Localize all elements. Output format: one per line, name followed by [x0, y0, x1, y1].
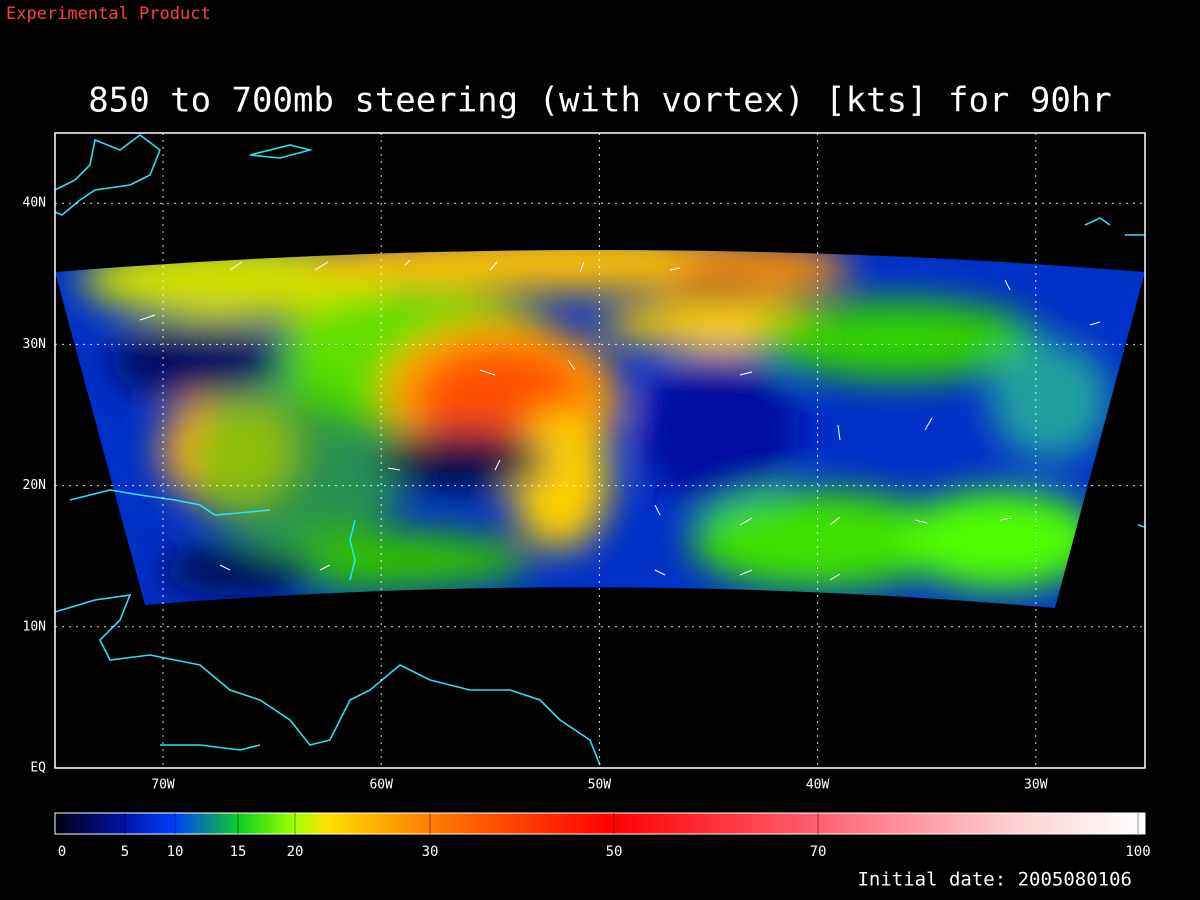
colorbar-label: 5 [121, 844, 129, 860]
colorbar-label: 30 [422, 844, 439, 860]
colorbar-label: 70 [810, 844, 827, 860]
lat-label: 30N [23, 337, 46, 352]
lon-label: 50W [588, 778, 612, 793]
lon-label: 60W [369, 778, 393, 793]
colorbar-label: 15 [230, 844, 247, 860]
colorbar-label: 20 [287, 844, 304, 860]
lon-label: 70W [151, 778, 175, 793]
colorbar-label: 100 [1125, 844, 1150, 860]
colorbar-labels: 0 5 10 15 20 30 50 70 100 [58, 813, 1151, 860]
initial-date: Initial date: 2005080106 [857, 869, 1132, 891]
lon-label: 30W [1024, 778, 1048, 793]
colorbar-label: 50 [606, 844, 623, 860]
lat-label: 10N [23, 619, 46, 634]
map-title: 850 to 700mb steering (with vortex) [kts… [88, 81, 1112, 121]
wind-field [55, 250, 1145, 608]
graticule [55, 133, 1145, 768]
colorbar [54, 812, 1146, 835]
coastlines [54, 134, 1146, 766]
lat-label: 40N [23, 196, 46, 211]
wind-arrows [139, 259, 1101, 581]
colorbar-label: 10 [167, 844, 184, 860]
experimental-note: Experimental Product [6, 4, 211, 24]
lat-label: 20N [23, 478, 46, 493]
colorbar-label: 0 [58, 844, 66, 860]
lon-label: 40W [806, 778, 830, 793]
map-frame [54, 132, 1146, 769]
lat-label: EQ [30, 761, 46, 776]
axis-labels: 70W 60W 50W 40W 30W EQ 10N 20N 30N 40N [23, 196, 1048, 793]
